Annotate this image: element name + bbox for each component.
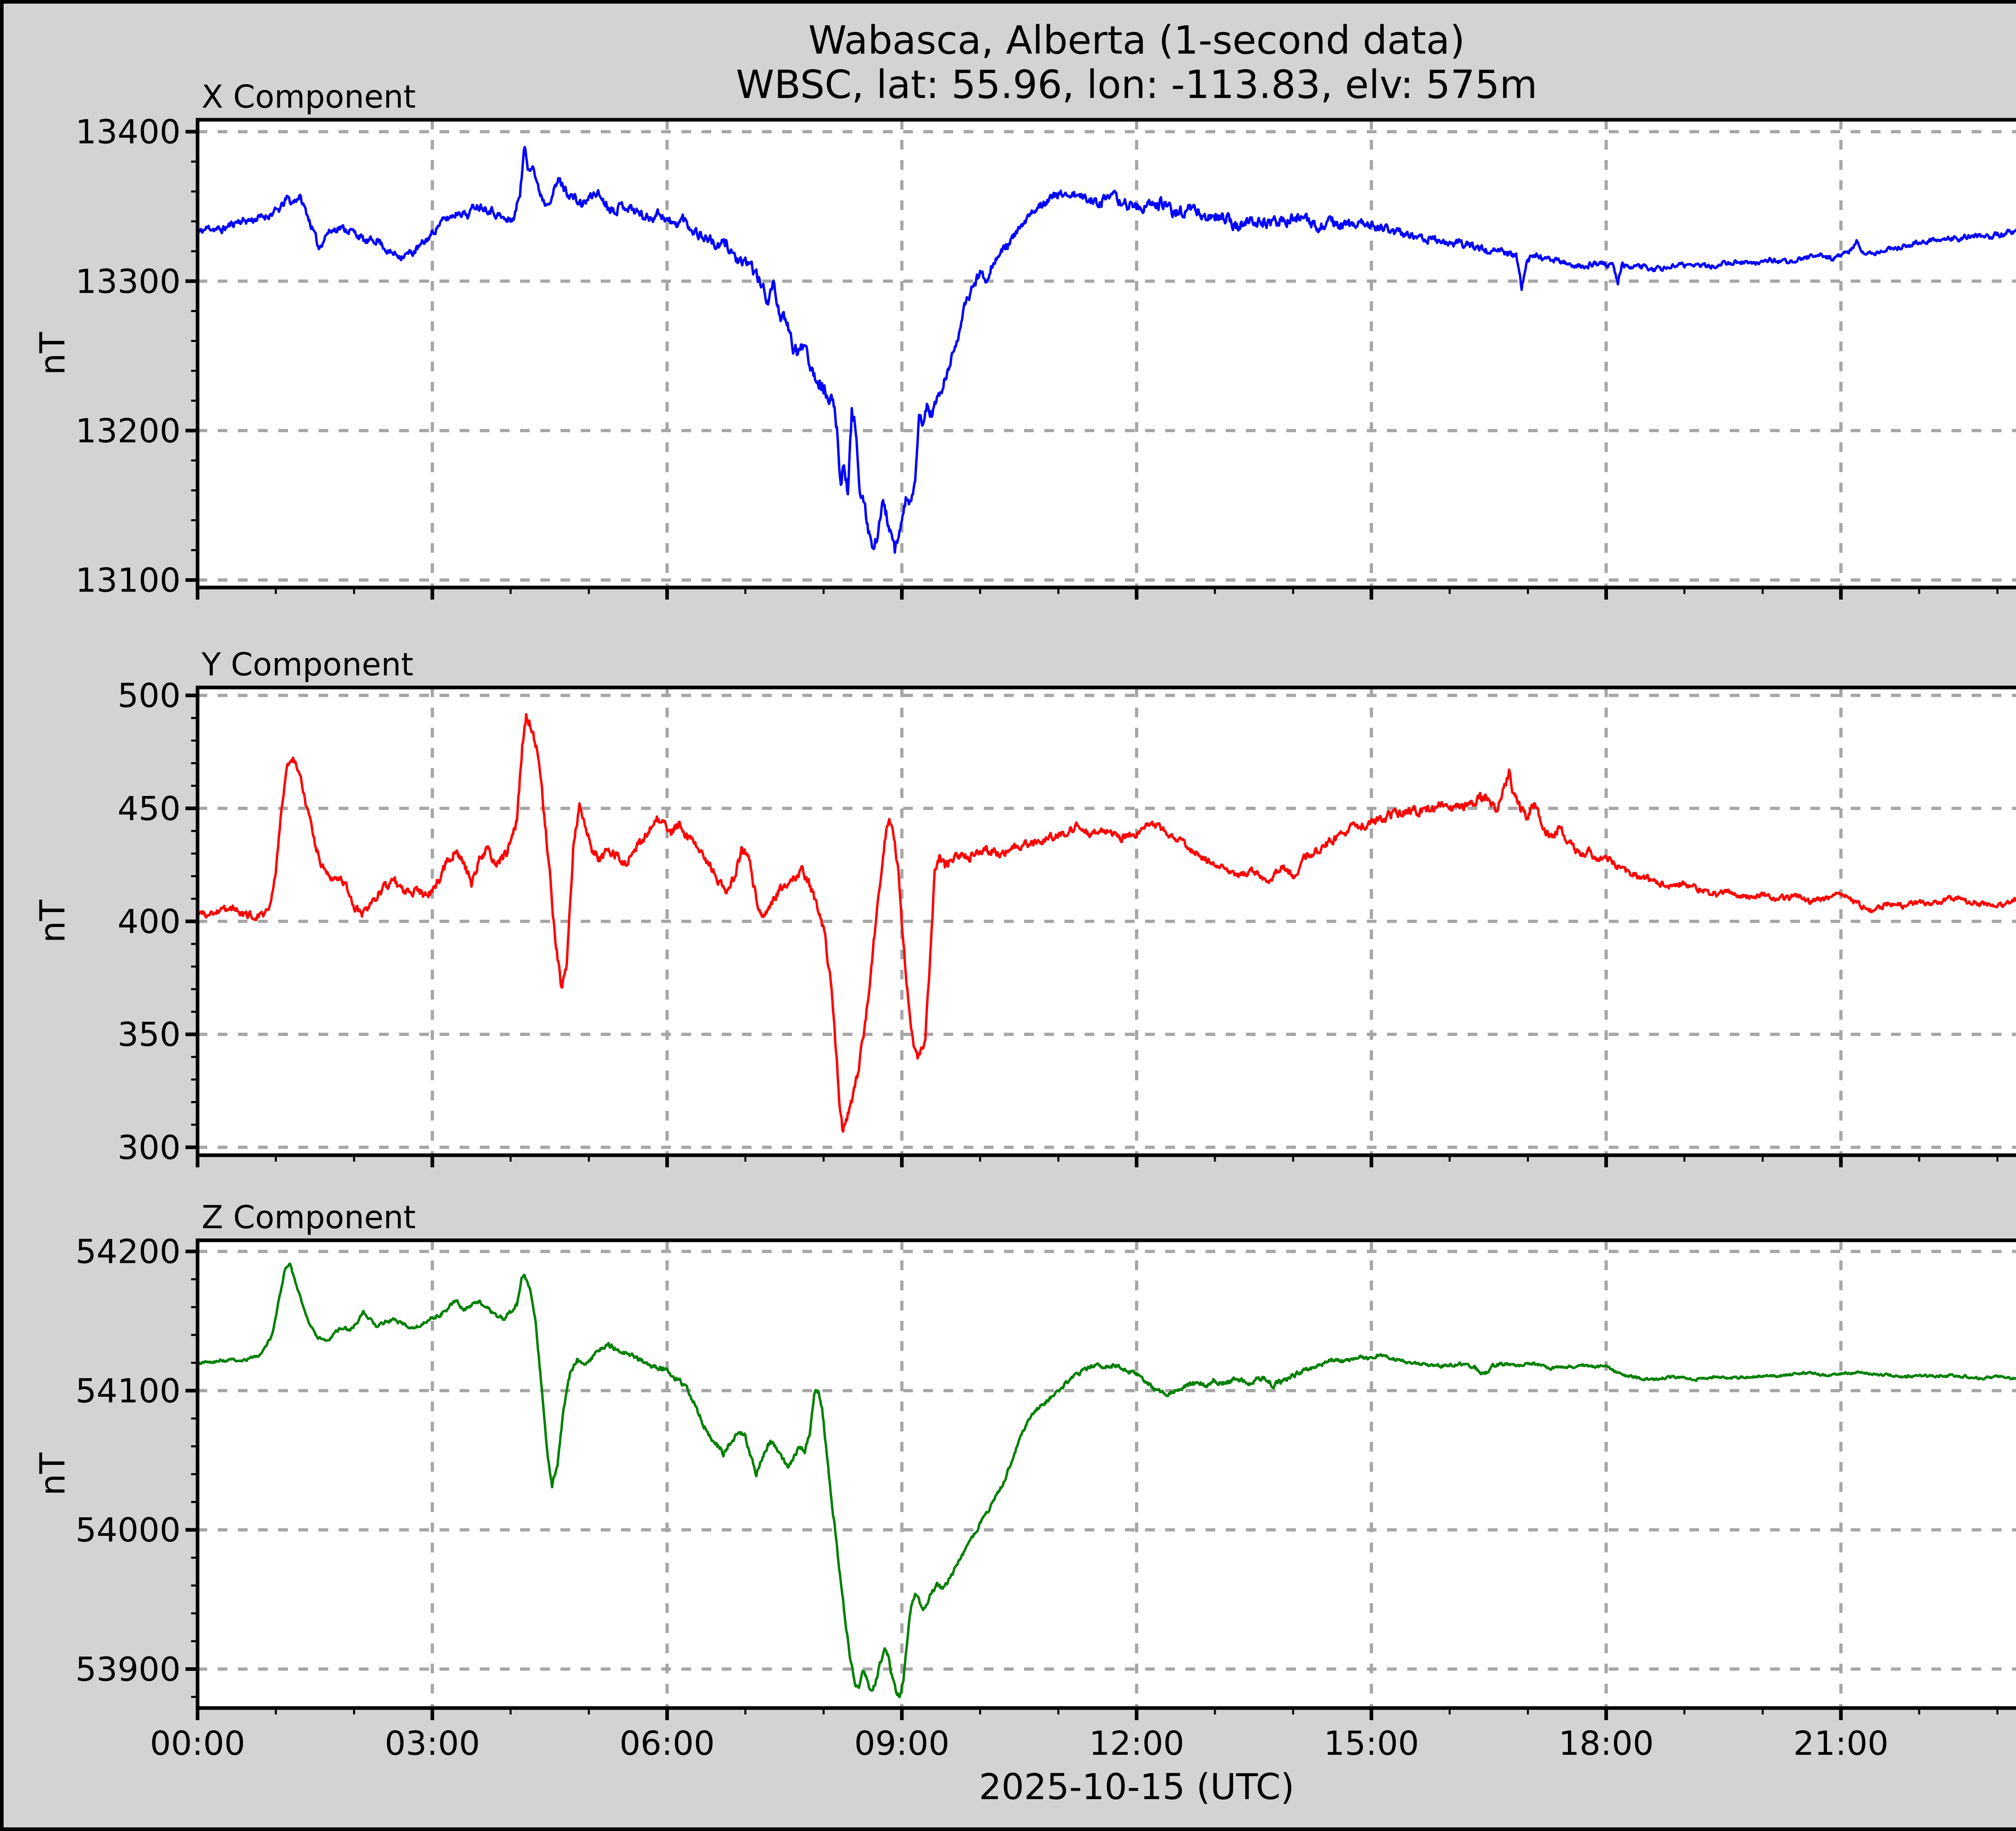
y-tick-label: 13200: [75, 412, 181, 450]
panel-title-z-component: Z Component: [202, 1200, 416, 1236]
panels-layer: 13100 13200 13300 13400 300 350 400 450 500 53900…: [75, 113, 2016, 1763]
series-line-x: [198, 146, 2016, 554]
x-tick-label: 21:00: [1793, 1725, 1889, 1763]
y-tick-label: 350: [117, 1016, 181, 1054]
y-tick-label: 500: [117, 677, 181, 715]
x-tick-label: 12:00: [1089, 1725, 1184, 1763]
series-line-y: [198, 713, 2016, 1133]
y-tick-label: 54200: [75, 1233, 181, 1271]
panel-z-component: 53900 54000 54100 54200 00:00 03:00 06:00 09:00…: [75, 1233, 2016, 1763]
y-tick-label: 54100: [75, 1372, 181, 1410]
y-tick-label: 13100: [75, 561, 181, 600]
y-tick-label: 400: [117, 903, 181, 941]
panel-title-x-component: X Component: [202, 79, 416, 115]
x-tick-label: 00:00: [150, 1725, 245, 1763]
x-axis-label: 2025-10-15 (UTC): [979, 1766, 1295, 1808]
plot-area: [198, 120, 2016, 587]
x-tick-label: 18:00: [1558, 1725, 1654, 1763]
plot-area: [198, 1240, 2016, 1708]
y-tick-label: 300: [117, 1129, 181, 1167]
y-tick-label: 13400: [75, 113, 181, 152]
y-tick-label: 53900: [75, 1650, 181, 1689]
figure-title: Wabasca, Alberta (1-second data): [808, 18, 1465, 63]
y-tick-label: 13300: [75, 262, 181, 301]
y-tick-label: 450: [117, 790, 181, 828]
x-tick-label: 06:00: [619, 1725, 714, 1763]
series-line-z: [198, 1262, 2016, 1698]
panel-x-component: 13100 13200 13300 13400: [75, 113, 2016, 600]
x-tick-label: 15:00: [1324, 1725, 1419, 1763]
panel-title-y-component: Y Component: [201, 647, 413, 683]
figure-subtitle: WBSC, lat: 55.96, lon: -113.83, elv: 575…: [736, 62, 1537, 107]
y-axis-label-x-panel: nT: [33, 332, 73, 375]
x-tick-label: 03:00: [385, 1725, 480, 1763]
y-axis-label-y-panel: nT: [33, 900, 73, 943]
y-tick-label: 54000: [75, 1511, 181, 1550]
y-axis-label-z-panel: nT: [33, 1452, 73, 1496]
panel-y-component: 300 350 400 450 500: [117, 677, 2016, 1167]
x-tick-label: 09:00: [854, 1725, 950, 1763]
